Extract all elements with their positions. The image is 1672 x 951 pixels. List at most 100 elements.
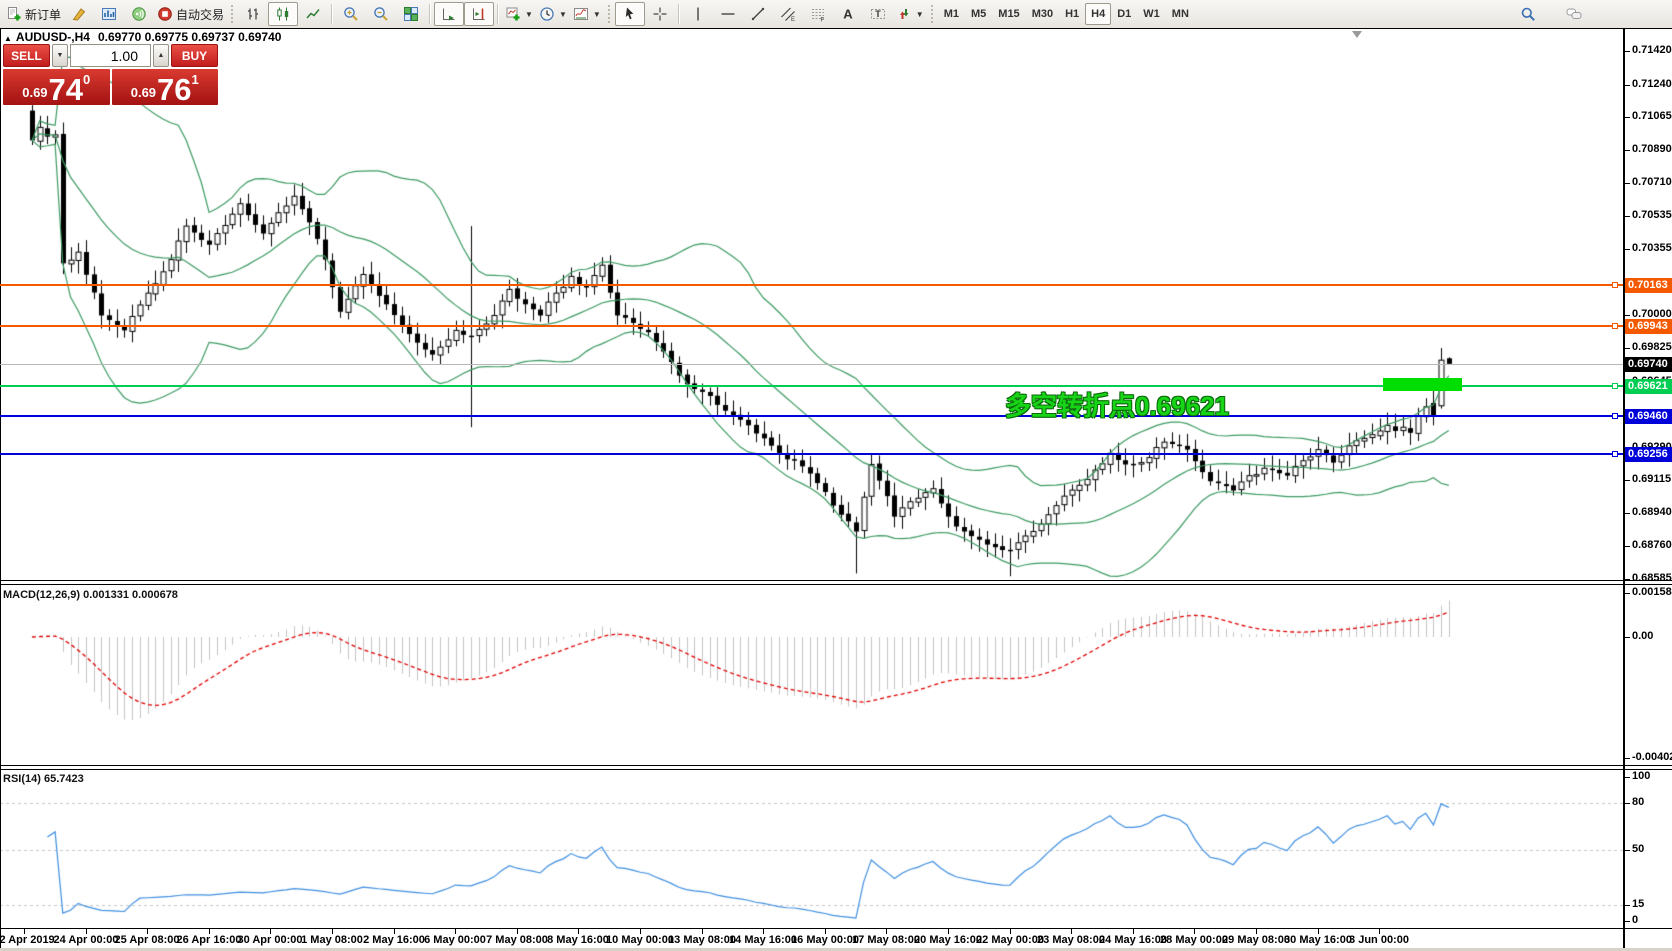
rsi-pane-canvas[interactable] — [0, 770, 1624, 927]
text-label-button[interactable]: T — [863, 2, 893, 26]
volume-down-button[interactable]: ▼ — [52, 44, 68, 67]
orange-level-label: 0.70163 — [1625, 278, 1672, 293]
macd-pane-canvas[interactable] — [0, 586, 1624, 764]
time-tick-label: 29 May 08:00 — [1222, 934, 1290, 946]
level-line-handle[interactable] — [1612, 383, 1618, 389]
new-order-button[interactable]: 新订单 — [3, 2, 64, 26]
chevron-down-icon[interactable]: ▼ — [558, 9, 567, 19]
axis-tick-mark — [1625, 579, 1630, 580]
zoom-out-icon — [373, 6, 389, 22]
blue-level-label: 0.69460 — [1625, 409, 1672, 424]
timeframe-d1-button[interactable]: D1 — [1117, 8, 1132, 20]
timeframe-m5-button[interactable]: M5 — [971, 8, 987, 20]
time-tick-label: 10 May 00:00 — [606, 934, 674, 946]
timeframe-m15-button[interactable]: M15 — [998, 8, 1020, 20]
fibonacci-button[interactable]: F — [803, 2, 833, 26]
timeframe-h1-button[interactable]: H1 — [1065, 8, 1080, 20]
arrows-button[interactable]: ▼ — [893, 2, 927, 26]
green-highlight-rectangle[interactable] — [1383, 378, 1462, 391]
chart-shift-button[interactable] — [464, 2, 495, 26]
channel-icon: E — [780, 6, 796, 22]
quick-tool-button[interactable] — [64, 2, 94, 26]
chevron-down-icon[interactable]: ▼ — [525, 9, 533, 19]
horizontal-level-line[interactable] — [0, 453, 1623, 455]
chart-shift-marker[interactable] — [1352, 31, 1362, 38]
cursor-button[interactable] — [614, 2, 645, 26]
zoom-in-button[interactable] — [336, 2, 366, 26]
bottom-scroll-strip[interactable] — [0, 948, 1672, 951]
pane-separator[interactable] — [0, 580, 1672, 581]
axis-tick-mark — [1625, 593, 1630, 594]
vertical-line-button[interactable] — [683, 2, 713, 26]
time-tick-label: 22 May 00:00 — [976, 934, 1044, 946]
auto-scroll-button[interactable] — [434, 2, 465, 26]
text-button[interactable]: A — [833, 2, 863, 26]
signals-icon — [131, 6, 147, 22]
level-line-handle[interactable] — [1612, 413, 1618, 419]
buy-button[interactable]: BUY — [171, 44, 218, 67]
price-tick-label: 0.71065 — [1632, 110, 1672, 122]
bar-chart-button[interactable] — [238, 2, 268, 26]
timeframe-h4-button[interactable]: H4 — [1085, 3, 1112, 25]
horizontal-level-line[interactable] — [0, 385, 1623, 387]
price-tick-label: 0.71240 — [1632, 78, 1672, 90]
buy-price-tile[interactable]: 0.69 76 1 — [111, 69, 218, 105]
timeframe-w1-button[interactable]: W1 — [1143, 8, 1160, 20]
horizontal-level-line[interactable] — [0, 284, 1623, 286]
level-line-handle[interactable] — [1612, 282, 1618, 288]
sell-price-tile[interactable]: 0.69 74 0 — [3, 69, 110, 105]
indicators-button[interactable]: ▼ — [502, 2, 536, 26]
pane-separator[interactable] — [0, 765, 1672, 766]
volume-input[interactable]: 1.00 — [70, 44, 151, 67]
rsi-label: RSI(14) 65.7423 — [3, 773, 84, 785]
toolbar-separator — [331, 4, 334, 24]
time-tick-label: 20 May 16:00 — [914, 934, 982, 946]
trendline-button[interactable] — [743, 2, 773, 26]
zoom-out-button[interactable] — [366, 2, 396, 26]
time-tick-mark — [1071, 929, 1072, 934]
zoom-in-icon — [343, 6, 359, 22]
chat-button[interactable] — [1559, 2, 1589, 26]
line-chart-button[interactable] — [298, 2, 328, 26]
volume-up-button[interactable]: ▲ — [153, 44, 169, 67]
timeframe-m30-button[interactable]: M30 — [1031, 8, 1054, 20]
signals-button[interactable] — [124, 2, 154, 26]
search-button[interactable] — [1513, 2, 1543, 26]
periods-button[interactable]: ▼ — [536, 2, 570, 26]
time-tick-label: 3 Jun 00:00 — [1349, 934, 1409, 946]
new-order-button-label: 新订单 — [25, 7, 62, 22]
level-line-handle[interactable] — [1612, 323, 1618, 329]
sell-button[interactable]: SELL — [3, 44, 50, 67]
trendline-icon — [750, 6, 766, 22]
chevron-down-icon[interactable]: ▼ — [592, 9, 601, 19]
templates-button[interactable]: ▼ — [570, 2, 604, 26]
svg-text:F: F — [820, 18, 824, 23]
time-tick-mark — [702, 929, 703, 934]
timeframe-m1-button[interactable]: M1 — [943, 8, 959, 20]
horizontal-line-button[interactable] — [713, 2, 743, 26]
price-chart-canvas[interactable] — [0, 29, 1624, 580]
collapse-arrow-icon[interactable]: ▲ — [4, 34, 12, 43]
buy-price-sup: 1 — [191, 72, 199, 87]
autotrade-button[interactable]: 自动交易 — [154, 2, 227, 26]
crosshair-button[interactable] — [645, 2, 675, 26]
pane-separator[interactable] — [0, 769, 1672, 770]
equidistant-channel-button[interactable]: E — [773, 2, 803, 26]
candlestick-button[interactable] — [268, 2, 299, 26]
time-tick-mark — [948, 929, 949, 934]
toolbar-grip — [929, 4, 935, 24]
indicator-tick-label: 80 — [1632, 796, 1645, 808]
horizontal-level-line[interactable] — [0, 325, 1623, 327]
time-tick-label: 30 May 16:00 — [1284, 934, 1352, 946]
horizontal-level-line[interactable] — [0, 415, 1623, 417]
new-chart-button[interactable] — [94, 2, 124, 26]
chevron-down-icon[interactable]: ▼ — [915, 9, 924, 19]
annotation-text[interactable]: 多空转折点0.69621 — [1005, 391, 1229, 421]
axis-tick-mark — [1625, 850, 1630, 851]
timeframe-mn-button[interactable]: MN — [1171, 8, 1189, 20]
candlestick-icon — [275, 6, 291, 22]
tile-windows-button[interactable] — [396, 2, 426, 26]
toolbar-separator — [429, 4, 432, 24]
pane-separator[interactable] — [0, 584, 1672, 585]
level-line-handle[interactable] — [1612, 451, 1618, 457]
